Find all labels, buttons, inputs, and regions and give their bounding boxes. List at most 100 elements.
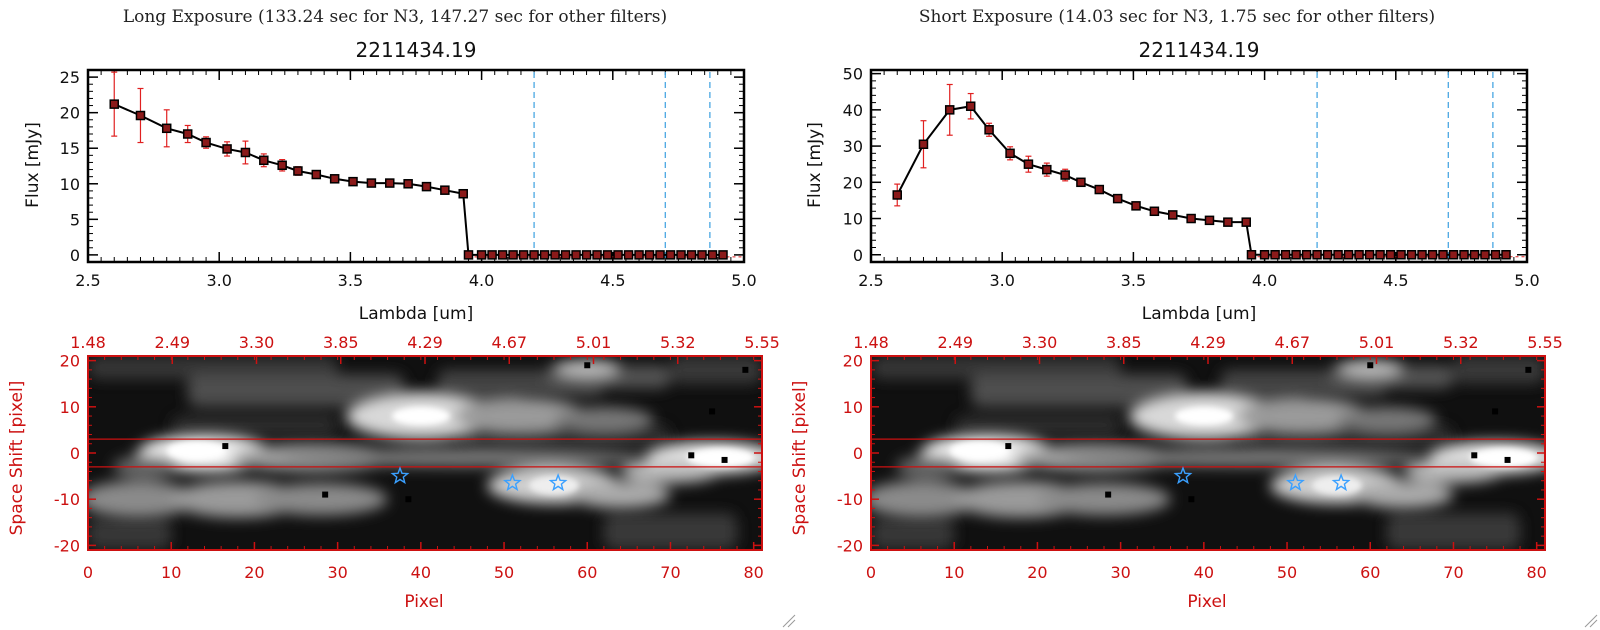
pixel-tick-label: 70 (1443, 563, 1463, 582)
resize-grip-left[interactable] (782, 614, 796, 628)
flux-data-point (1005, 148, 1015, 159)
flux-data-point (655, 250, 665, 260)
pixel-tick-label: 50 (1277, 563, 1297, 582)
y-tick-label: 5 (70, 210, 80, 229)
image-source-blob (1037, 483, 1171, 516)
image-source-blob (553, 406, 654, 435)
image-patch (187, 374, 405, 407)
flux-data-point (707, 250, 718, 260)
flux-data-point (1168, 210, 1178, 220)
image-source-blob (254, 483, 388, 516)
flux-data-point (1385, 250, 1396, 260)
wavelength-tick-label: 3.85 (1106, 333, 1142, 352)
wavelength-tick-label: 3.85 (323, 333, 359, 352)
long-image-x-label: Pixel (404, 592, 443, 612)
wavelength-tick-label: 4.29 (1190, 333, 1226, 352)
x-tick-label: 3.5 (1121, 271, 1146, 290)
x-tick-label: 2.5 (75, 271, 100, 290)
bad-pixel (1471, 452, 1478, 459)
image-patch (88, 517, 172, 550)
flux-data-point (1375, 250, 1385, 260)
image-source-core (950, 441, 1009, 460)
image-source-blob (1237, 397, 1371, 435)
image-source-core (1174, 406, 1233, 426)
flux-data-point (602, 250, 613, 260)
image-source-blob (570, 480, 671, 509)
bad-pixel (1492, 408, 1499, 415)
x-tick-label: 4.0 (469, 271, 494, 290)
flux-data-point (440, 185, 450, 195)
pixel-tick-label: 10 (161, 563, 181, 582)
space-shift-tick-label: -10 (54, 490, 80, 509)
short-spectrum-plot: 2.5 3.0 3.5 4.0 4.5 5.0 0 10 20 30 40 50 (843, 65, 1540, 290)
x-tick-label: 4.0 (1252, 271, 1277, 290)
long-plot-title: 2211434.19 (356, 38, 477, 62)
flux-data-point (1448, 250, 1459, 260)
short-spatial-image: 0 10 20 30 40 50 60 70 80 1.48 2.49 3.30 3.85 4.29 4.6… (837, 333, 1563, 582)
flux-data-point (1438, 250, 1448, 260)
bad-pixel (721, 456, 728, 463)
y-tick-label: 50 (843, 65, 863, 84)
flux-data-point (560, 250, 571, 260)
pixel-tick-label: 20 (1027, 563, 1047, 582)
y-tick-label: 40 (843, 101, 863, 120)
image-source-blob (553, 360, 621, 380)
flux-data-point (1023, 159, 1034, 169)
y-tick-label: 20 (843, 173, 863, 192)
image-source-blob (88, 480, 197, 518)
flux-data-point (984, 125, 994, 135)
flux-data-point (1094, 184, 1105, 195)
space-shift-tick-label: 20 (843, 352, 863, 371)
flux-data-point (539, 250, 550, 260)
y-tick-label: 0 (853, 246, 863, 265)
image-source-blob (620, 459, 721, 484)
bad-pixel (322, 491, 329, 498)
bad-pixel (222, 443, 229, 450)
flux-data-point (550, 250, 560, 260)
flux-data-point (385, 178, 395, 188)
image-source-core (391, 406, 450, 426)
x-tick-label: 5.0 (731, 271, 756, 290)
plot-frame (86, 68, 746, 264)
wavelength-tick-label: 4.67 (1274, 333, 1310, 352)
flux-data-point (623, 250, 634, 260)
flux-data-point (476, 250, 487, 260)
resize-grip-right[interactable] (1584, 614, 1598, 628)
pixel-tick-label: 10 (944, 563, 964, 582)
flux-data-point (487, 250, 497, 260)
pixel-tick-label: 70 (660, 563, 680, 582)
x-tick-label: 3.0 (989, 271, 1014, 290)
flux-data-point (497, 250, 508, 260)
pixel-tick-label: 40 (411, 563, 431, 582)
flux-data-point (1223, 217, 1233, 227)
flux-data-point (458, 188, 468, 199)
flux-data-point (293, 166, 303, 176)
image-patch (1453, 356, 1545, 384)
long-exposure-title: Long Exposure (133.24 sec for N3, 147.27… (123, 7, 667, 27)
pixel-tick-label: 30 (1110, 563, 1130, 582)
image-patch (954, 416, 1121, 435)
short-image-y-label: Space Shift [pixel] (790, 381, 810, 536)
x-tick-label: 5.0 (1514, 271, 1539, 290)
flux-data-point (1112, 193, 1123, 204)
bad-pixel (584, 362, 591, 369)
image-source-blob (1353, 480, 1454, 509)
flux-data-point (366, 178, 377, 188)
short-image-x-label: Pixel (1187, 592, 1226, 612)
flux-data-point (686, 250, 697, 260)
x-tick-label: 4.5 (1383, 271, 1408, 290)
y-tick-label: 10 (60, 175, 80, 194)
image-source-core (167, 441, 226, 460)
image-patch (171, 416, 338, 435)
short-plot-title: 2211434.19 (1139, 38, 1260, 62)
flux-data-point (182, 129, 193, 139)
bad-pixel (742, 366, 749, 373)
wavelength-tick-label: 3.30 (239, 333, 275, 352)
flux-data-point (644, 250, 655, 260)
wavelength-tick-label: 4.67 (491, 333, 527, 352)
wavelength-tick-label: 5.32 (1443, 333, 1479, 352)
y-tick-label: 30 (843, 137, 863, 156)
wavelength-tick-label: 5.55 (744, 333, 780, 352)
pixel-tick-label: 30 (327, 563, 347, 582)
image-patch (871, 356, 1121, 380)
